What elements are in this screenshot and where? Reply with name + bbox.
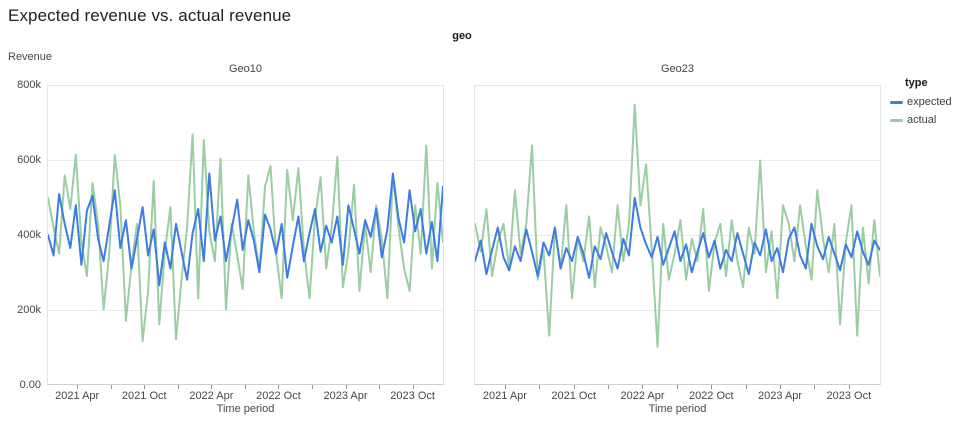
- x-axis-tick: [379, 385, 381, 389]
- y-axis-tick-label: 600k: [17, 154, 41, 166]
- legend-item-expected[interactable]: expected: [890, 96, 956, 108]
- x-axis-tick-label: 2021 Apr: [55, 390, 100, 402]
- gridline: [48, 160, 443, 161]
- y-axis-tick-label: 0.00: [19, 379, 41, 391]
- x-axis-tick: [848, 385, 850, 389]
- legend-item-label: expected: [907, 96, 952, 108]
- expected-line-swatch-icon: [890, 100, 903, 104]
- x-axis-tick: [608, 385, 610, 389]
- x-axis-title: Time period: [648, 403, 707, 415]
- chart-title: Expected revenue vs. actual revenue: [8, 6, 292, 25]
- x-axis-tick-label: 2022 Apr: [189, 390, 234, 402]
- x-axis-tick: [814, 385, 816, 389]
- x-axis-tick-label: 2023 Oct: [390, 390, 435, 402]
- x-axis-tick-label: 2021 Oct: [121, 390, 167, 402]
- facet-panel-geo10: Geo10 2021 Apr 2021 Oct 2022 Apr 2022 Oct 20…: [47, 63, 444, 415]
- x-axis-tick-label: 2021 Oct: [551, 390, 597, 402]
- legend: type expected actual: [890, 77, 956, 132]
- line-chart-geo10[interactable]: [48, 86, 443, 384]
- x-axis-tick: [211, 385, 213, 389]
- legend-item-label: actual: [907, 114, 937, 126]
- x-axis-tick: [110, 385, 112, 389]
- series-line-expected[interactable]: [48, 172, 443, 287]
- gridline: [475, 160, 880, 161]
- x-axis-tick-label: 2023 Apr: [758, 390, 803, 402]
- x-axis-tick: [244, 385, 246, 389]
- x-axis-tick-label: 2022 Apr: [620, 390, 665, 402]
- x-axis-tick: [412, 385, 414, 389]
- x-axis-tick: [573, 385, 575, 389]
- facet-panel-title: Geo23: [660, 63, 695, 75]
- series-line-expected[interactable]: [475, 196, 880, 279]
- y-axis-tick-label: 400k: [17, 229, 41, 241]
- series-line-actual[interactable]: [475, 103, 880, 348]
- y-axis-tick-label: 200k: [17, 304, 41, 316]
- x-axis-tick-label: 2022 Oct: [256, 390, 301, 402]
- x-axis-tick: [539, 385, 541, 389]
- actual-line-swatch-icon: [890, 118, 903, 122]
- x-axis-tick: [278, 385, 280, 389]
- x-axis-tick: [177, 385, 179, 389]
- legend-title: type: [905, 77, 928, 89]
- x-axis-tick: [77, 385, 79, 389]
- x-axis-title: Time period: [216, 403, 275, 415]
- x-axis-tick: [780, 385, 782, 389]
- x-axis-tick: [345, 385, 347, 389]
- facet-dimension-label: geo: [452, 30, 472, 42]
- x-axis-tick-label: 2021 Apr: [482, 390, 527, 402]
- x-axis-tick: [642, 385, 644, 389]
- x-axis-tick: [311, 385, 313, 389]
- x-axis-tick: [144, 385, 146, 389]
- plot-area[interactable]: [47, 85, 444, 385]
- x-axis-tick: [711, 385, 713, 389]
- y-axis-tick-label: 800k: [17, 79, 41, 91]
- x-axis: 2021 Apr 2021 Oct 2022 Apr 2022 Oct 2023 Apr…: [47, 385, 444, 405]
- legend-item-actual[interactable]: actual: [890, 114, 956, 126]
- gridline: [48, 310, 443, 311]
- x-axis-tick: [676, 385, 678, 389]
- plot-area[interactable]: [474, 85, 881, 385]
- x-axis-tick-label: 2023 Apr: [323, 390, 368, 402]
- gridline: [475, 310, 880, 311]
- x-axis-tick-label: 2022 Oct: [688, 390, 734, 402]
- line-chart-geo23[interactable]: [475, 86, 880, 384]
- y-axis-title: Revenue: [8, 51, 53, 63]
- x-axis-tick: [504, 385, 506, 389]
- x-axis-tick-label: 2023 Oct: [826, 390, 872, 402]
- facet-panel-geo23: Geo23 2021 Apr 2021 Oct 2022 Apr 2022 Oct 20…: [474, 63, 881, 415]
- x-axis-tick: [745, 385, 747, 389]
- x-axis: 2021 Apr 2021 Oct 2022 Apr 2022 Oct 2023 Apr…: [474, 385, 881, 405]
- facet-panel-title: Geo10: [228, 63, 263, 75]
